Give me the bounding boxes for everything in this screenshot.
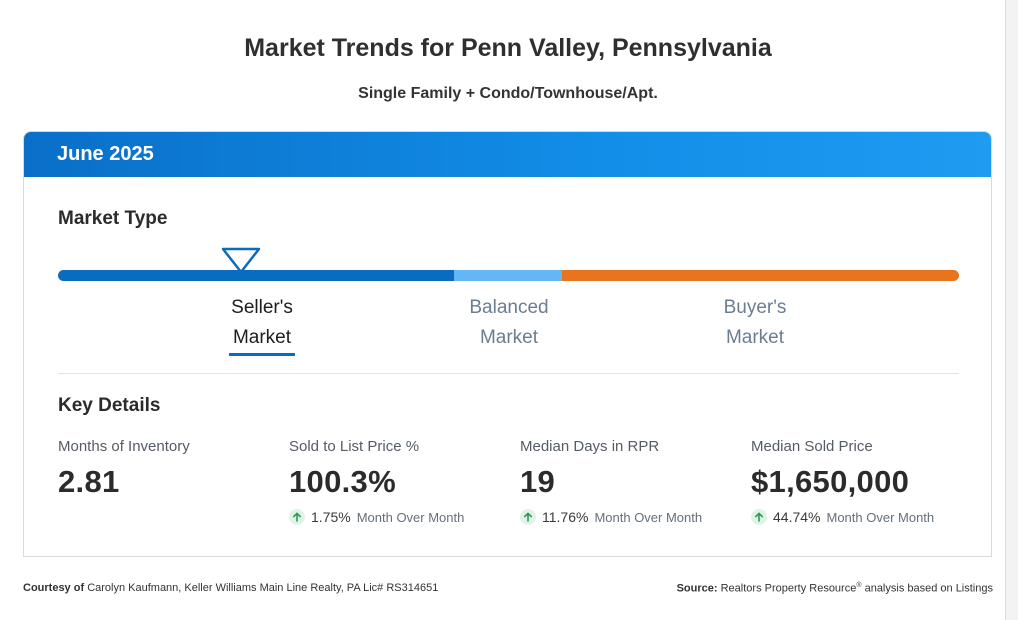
buyer-market-label: Buyer's Market bbox=[723, 297, 787, 348]
detail-value: 100.3% bbox=[289, 464, 396, 499]
detail-label: Median Days in RPR bbox=[520, 438, 660, 455]
period-label: June 2025 bbox=[57, 143, 154, 165]
balanced-segment bbox=[454, 270, 562, 281]
market-indicator-icon bbox=[221, 247, 261, 274]
detail-change: 1.75% Month Over Month bbox=[289, 509, 509, 525]
footer-source: Source: Realtors Property Resource® anal… bbox=[676, 582, 993, 595]
market-type-bar bbox=[58, 270, 959, 282]
balanced-market-label: Balanced Market bbox=[469, 297, 549, 348]
scrollbar-track[interactable] bbox=[1005, 0, 1018, 620]
card-header: June 2025 bbox=[24, 132, 991, 177]
seller-segment bbox=[58, 270, 454, 281]
footer-courtesy: Courtesy of Carolyn Kaufmann, Keller Wil… bbox=[23, 582, 439, 594]
detail-label: Sold to List Price % bbox=[289, 438, 420, 455]
arrow-up-icon bbox=[289, 509, 305, 525]
market-card: June 2025 Market Type Seller's Market Ba… bbox=[23, 131, 992, 557]
seller-market-label: Seller's Market bbox=[231, 297, 293, 348]
detail-value: $1,650,000 bbox=[751, 464, 910, 499]
detail-change: 44.74% Month Over Month bbox=[751, 509, 971, 525]
arrow-up-icon bbox=[751, 509, 767, 525]
active-market-underline bbox=[229, 353, 295, 356]
buyer-segment bbox=[562, 270, 959, 281]
detail-months-of-inventory: Months of Inventory 2.81 bbox=[58, 438, 278, 500]
detail-median-days: Median Days in RPR 19 11.76% Month Over … bbox=[520, 438, 740, 525]
market-type-title: Market Type bbox=[58, 208, 168, 229]
arrow-up-icon bbox=[520, 509, 536, 525]
page-title: Market Trends for Penn Valley, Pennsylva… bbox=[244, 34, 772, 62]
detail-sold-to-list: Sold to List Price % 100.3% 1.75% Month … bbox=[289, 438, 509, 525]
detail-label: Median Sold Price bbox=[751, 438, 873, 455]
detail-value: 19 bbox=[520, 464, 556, 499]
detail-change: 11.76% Month Over Month bbox=[520, 509, 740, 525]
detail-label: Months of Inventory bbox=[58, 438, 190, 455]
detail-median-sold-price: Median Sold Price $1,650,000 44.74% Mont… bbox=[751, 438, 971, 525]
page-subtitle: Single Family + Condo/Townhouse/Apt. bbox=[358, 85, 658, 102]
detail-value: 2.81 bbox=[58, 464, 120, 499]
divider bbox=[58, 373, 959, 374]
key-details-title: Key Details bbox=[58, 395, 161, 416]
